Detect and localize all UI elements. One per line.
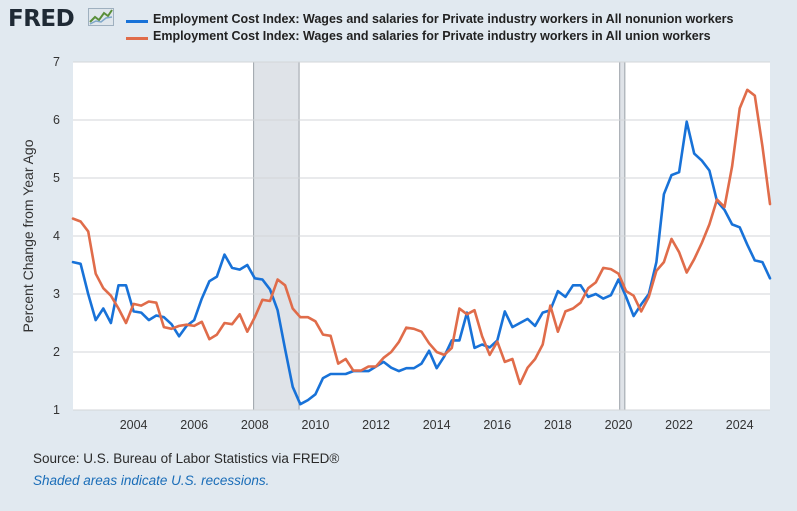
line-chart-icon — [88, 8, 114, 26]
x-tick-label-2022: 2022 — [665, 418, 693, 432]
x-tick-label-2018: 2018 — [544, 418, 572, 432]
y-tick-label-6: 6 — [53, 113, 60, 127]
x-tick-label-2012: 2012 — [362, 418, 390, 432]
series-line-union — [71, 88, 772, 386]
x-tick-label-2020: 2020 — [605, 418, 633, 432]
x-tick-label-2008: 2008 — [241, 418, 269, 432]
series-group — [71, 88, 772, 406]
legend-swatch-nonunion — [126, 20, 148, 23]
y-tick-label-7: 7 — [53, 55, 60, 69]
source-note: Source: U.S. Bureau of Labor Statistics … — [33, 451, 340, 466]
legend-label-union: Employment Cost Index: Wages and salarie… — [153, 29, 711, 43]
legend-swatch-union — [126, 37, 148, 40]
x-tick-label-2006: 2006 — [180, 418, 208, 432]
x-tick-label-2010: 2010 — [302, 418, 330, 432]
y-axis-title: Percent Change from Year Ago — [20, 139, 36, 332]
y-tick-label-4: 4 — [53, 229, 60, 243]
chart-header: FRED Employment Cost Index: Wages and sa… — [0, 0, 797, 50]
y-tick-label-1: 1 — [53, 403, 60, 417]
y-tick-label-5: 5 — [53, 171, 60, 185]
x-tick-label-2016: 2016 — [483, 418, 511, 432]
fred-logo: FRED — [8, 6, 75, 32]
recession-note: Shaded areas indicate U.S. recessions. — [33, 473, 270, 488]
y-tick-label-3: 3 — [53, 287, 60, 301]
legend-label-nonunion: Employment Cost Index: Wages and salarie… — [153, 12, 734, 26]
y-tick-label-2: 2 — [53, 345, 60, 359]
chart: 1 2 3 4 5 6 7 2004 2006 2008 2010 2012 2014 2016 2018 2… — [20, 55, 772, 432]
x-tick-label-2004: 2004 — [120, 418, 148, 432]
x-tick-label-2024: 2024 — [726, 418, 754, 432]
x-tick-label-2014: 2014 — [423, 418, 451, 432]
